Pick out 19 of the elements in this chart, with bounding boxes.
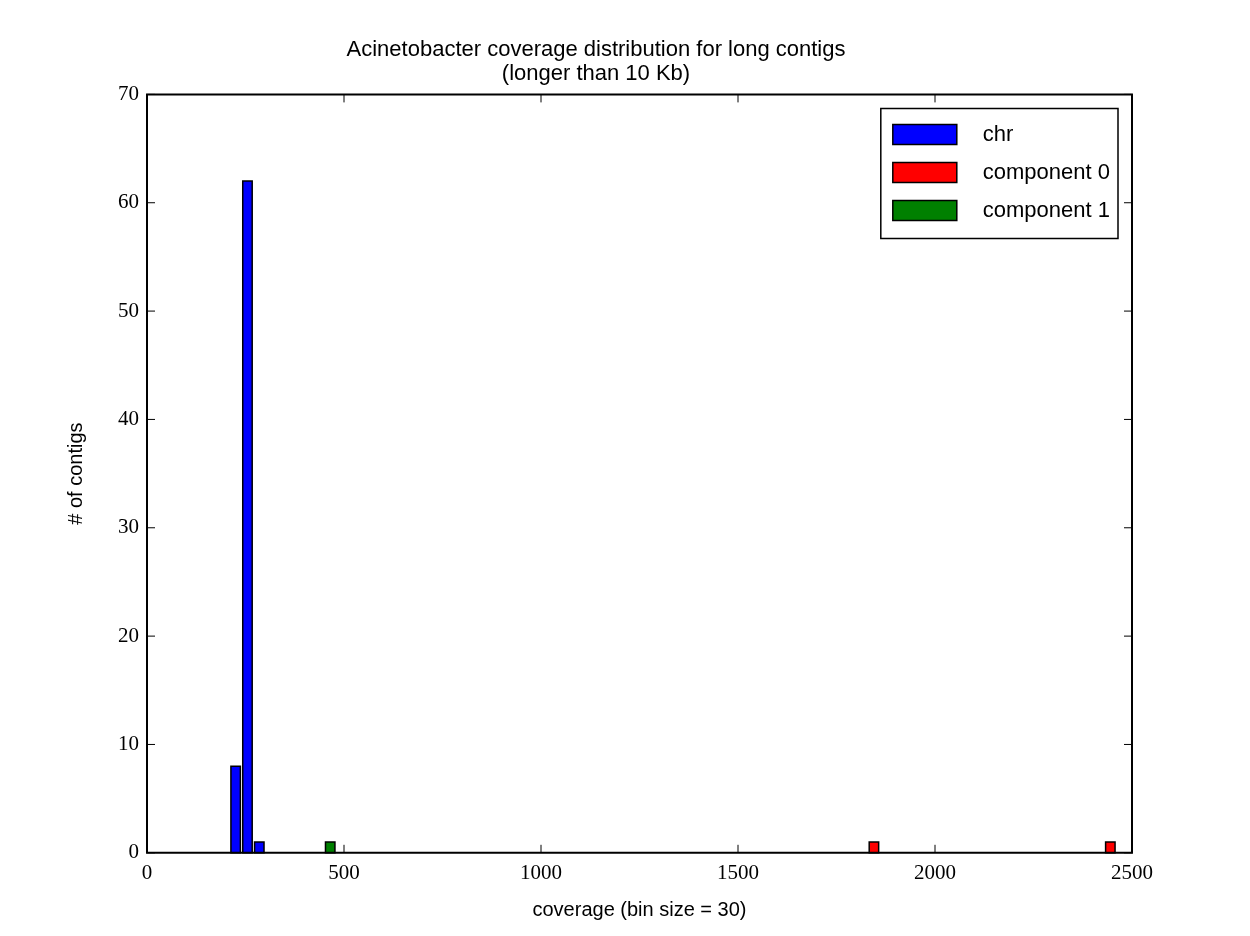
x-tick-label: 2500 xyxy=(1111,859,1153,884)
x-tick-label: 1000 xyxy=(520,859,562,884)
x-axis-title: coverage (bin size = 30) xyxy=(532,897,747,920)
x-tick-label: 500 xyxy=(328,859,360,884)
y-tick-label: 50 xyxy=(118,297,139,322)
y-tick-label: 10 xyxy=(118,730,139,755)
x-tick-label: 1500 xyxy=(717,859,759,884)
legend-label: chr xyxy=(982,121,1014,147)
legend-label: component 0 xyxy=(982,159,1110,185)
y-tick-label: 60 xyxy=(118,189,139,214)
y-tick-label: 0 xyxy=(128,839,139,864)
y-tick-label: 70 xyxy=(118,80,139,105)
y-tick-label: 30 xyxy=(118,514,139,539)
legend-label: component 1 xyxy=(982,197,1110,223)
y-axis-title: # of contigs xyxy=(63,422,86,525)
chart-title: Acinetobacter coverage distribution for long contigs (longer than 10 Kb) xyxy=(346,36,846,86)
x-tick-label: 2000 xyxy=(914,859,956,884)
y-tick-label: 40 xyxy=(118,405,139,430)
y-tick-label: 20 xyxy=(118,622,139,647)
